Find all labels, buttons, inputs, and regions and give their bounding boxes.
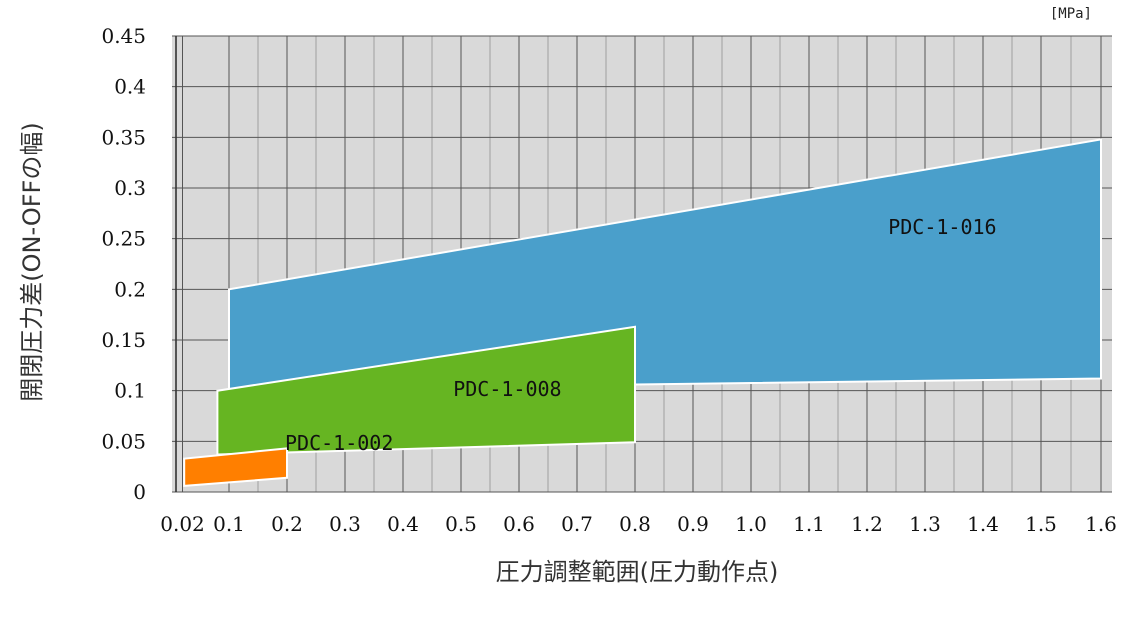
region-label-pdc-1-002: PDC-1-002 bbox=[285, 431, 393, 455]
y-tick-label-6: 0.3 bbox=[114, 176, 146, 200]
x-tick-label-8: 0.8 bbox=[619, 512, 651, 536]
x-tick-label-5: 0.5 bbox=[445, 512, 477, 536]
unit-label: [MPa] bbox=[1050, 6, 1092, 22]
region-pdc-1-016 bbox=[228, 138, 1102, 391]
y-tick-label-4: 0.2 bbox=[114, 277, 146, 301]
x-tick-label-15: 1.5 bbox=[1025, 512, 1057, 536]
region-label-pdc-1-008: PDC-1-008 bbox=[453, 377, 561, 401]
x-tick-label-6: 0.6 bbox=[503, 512, 535, 536]
region-pdc-1-002 bbox=[183, 447, 288, 487]
y-axis-title: 開閉圧力差(ON-OFFの幅) bbox=[18, 122, 46, 401]
x-tick-label-12: 1.2 bbox=[851, 512, 883, 536]
y-tick-label-9: 0.45 bbox=[101, 24, 146, 48]
region-label-pdc-1-016: PDC-1-016 bbox=[888, 215, 996, 239]
y-tick-label-0: 0 bbox=[133, 480, 146, 504]
y-tick-label-7: 0.35 bbox=[101, 125, 146, 149]
y-tick-label-8: 0.4 bbox=[114, 75, 146, 99]
regions bbox=[183, 138, 1102, 487]
y-tick-label-1: 0.05 bbox=[101, 429, 146, 453]
x-tick-label-7: 0.7 bbox=[561, 512, 593, 536]
y-tick-label-3: 0.15 bbox=[101, 328, 146, 352]
x-tick-label-11: 1.1 bbox=[793, 512, 825, 536]
x-tick-labels: 0.02 0.1 0.2 0.3 0.4 0.5 0.6 0.7 0.8 0.9 1.0 1.1 1.2… bbox=[160, 512, 1117, 536]
y-tick-label-2: 0.1 bbox=[114, 379, 146, 403]
x-tick-label-2: 0.2 bbox=[271, 512, 303, 536]
region-labels: PDC-1-016 PDC-1-008 PDC-1-002 bbox=[285, 215, 997, 455]
y-tick-labels: 0 0.05 0.1 0.15 0.2 0.25 0.3 0.35 0.4 0.45 bbox=[101, 24, 146, 504]
y-tick-label-5: 0.25 bbox=[101, 227, 146, 251]
x-tick-label-14: 1.4 bbox=[967, 512, 999, 536]
x-tick-label-9: 0.9 bbox=[677, 512, 709, 536]
x-tick-label-4: 0.4 bbox=[387, 512, 419, 536]
x-tick-label-0: 0.02 bbox=[160, 512, 205, 536]
x-tick-label-3: 0.3 bbox=[329, 512, 361, 536]
x-axis-title: 圧力調整範囲(圧力動作点) bbox=[496, 558, 779, 586]
x-tick-label-16: 1.6 bbox=[1085, 512, 1117, 536]
x-tick-label-10: 1.0 bbox=[735, 512, 767, 536]
x-tick-label-13: 1.3 bbox=[909, 512, 941, 536]
x-tick-label-1: 0.1 bbox=[213, 512, 245, 536]
region-pdc-1-008 bbox=[216, 325, 636, 456]
